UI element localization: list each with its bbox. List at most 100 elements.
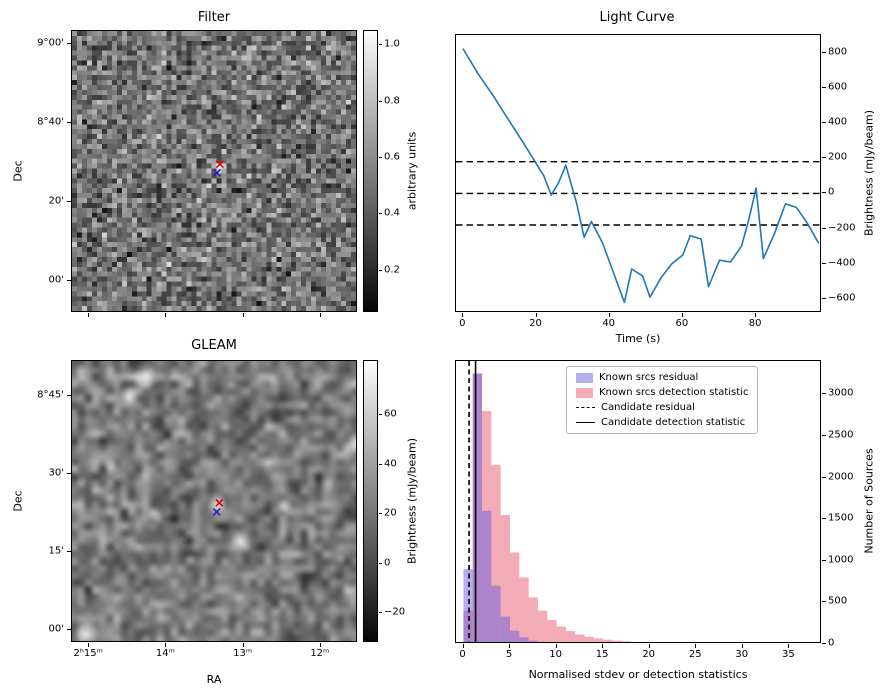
- filter-colorbar-tick-label: 0.2: [384, 264, 400, 276]
- gleam-colorbar-tick-label: 20: [384, 507, 397, 519]
- lightcurve-ytick: [822, 227, 826, 229]
- gleam-ytick-label: 30': [48, 467, 64, 479]
- lightcurve-xtick-label: 40: [602, 318, 616, 329]
- filter-colorbar: [363, 30, 378, 312]
- filter-xtick: [242, 313, 244, 317]
- filter-image-axes: [71, 30, 357, 312]
- histogram-xtick-label: 15: [595, 649, 609, 660]
- filter-xtick: [165, 313, 167, 317]
- histogram-ytick-label: 2500: [828, 429, 854, 441]
- histogram-ytick: [822, 643, 826, 644]
- filter-colorbar-tick: [379, 213, 382, 215]
- legend-swatch-icon: [576, 372, 593, 383]
- lightcurve-ytick: [822, 122, 826, 123]
- histogram-xtick: [555, 644, 557, 648]
- filter-ytick: [67, 121, 71, 123]
- filter-colorbar-tick-label: 0.4: [384, 207, 400, 219]
- gleam-ytick: [67, 473, 71, 475]
- legend-entry-vline-0: Candidate residual: [576, 402, 748, 413]
- histogram-xtick-label: 25: [688, 649, 702, 660]
- histogram-xtick-label: 10: [549, 649, 562, 660]
- histogram-ylabel: Number of Sources: [862, 448, 876, 554]
- histogram-xlabel: Normalised stdev or detection statistics: [528, 668, 748, 681]
- lightcurve-xlabel: Time (s): [615, 332, 661, 345]
- histogram-xtick: [788, 644, 790, 648]
- filter-colorbar-label: arbitrary units: [405, 131, 419, 211]
- gleam-xtick-label: 12ᵐ: [310, 648, 330, 659]
- lightcurve-ytick: [822, 86, 826, 88]
- filter-xtick: [88, 313, 90, 317]
- lightcurve-ytick: [822, 157, 826, 159]
- legend-entry-vline-0-label: Candidate residual: [601, 402, 695, 413]
- histogram-xtick-label: 5: [505, 649, 513, 660]
- filter-noise-image: [72, 31, 356, 311]
- histogram-xtick: [462, 644, 464, 648]
- filter-xtick: [319, 313, 321, 317]
- filter-candidate-markers: [213, 160, 224, 177]
- lightcurve-ytick: [822, 192, 826, 194]
- gleam-ytick-label: 15': [48, 545, 64, 557]
- gleam-colorbar-tick: [379, 513, 382, 515]
- gleam-ytick-label: 8°45': [37, 389, 64, 401]
- histogram-xtick: [648, 644, 650, 648]
- legend-entry-series-1: Known srcs detection statistic: [576, 387, 748, 398]
- histogram-ytick: [822, 476, 826, 478]
- gleam-xtick-label: 13ᵐ: [233, 648, 253, 659]
- gleam-xtick: [242, 643, 244, 647]
- legend-entry-series-1-label: Known srcs detection statistic: [599, 387, 749, 398]
- filter-colorbar-tick: [379, 44, 382, 46]
- lightcurve-ytick-label: 400: [828, 116, 848, 128]
- gleam-ytick: [67, 395, 71, 396]
- filter-ytick: [67, 279, 71, 281]
- histogram-ytick: [822, 434, 826, 436]
- filter-ytick: [67, 200, 71, 202]
- histogram-ytick-label: 3000: [828, 387, 854, 399]
- histogram-xtick: [695, 644, 697, 648]
- gleam-ytick-label: 00': [48, 623, 64, 635]
- legend-line-icon: [576, 407, 595, 408]
- lightcurve-ytick-label: −600: [828, 292, 856, 304]
- gleam-ytick: [67, 551, 71, 553]
- legend-entry-series-0-label: Known srcs residual: [599, 372, 699, 383]
- filter-ytick-label: 00': [48, 274, 64, 286]
- lightcurve-ytick-label: 600: [828, 81, 848, 93]
- histogram-ytick-label: 2000: [828, 471, 854, 482]
- legend-entry-vline-1-label: Candidate detection statistic: [601, 417, 746, 428]
- gleam-colorbar-tick-label: 0: [384, 557, 391, 569]
- gleam-colorbar-tick: [379, 414, 382, 416]
- filter-ylabel: Dec: [11, 160, 25, 182]
- histogram-xtick: [741, 644, 743, 648]
- filter-colorbar-tick: [379, 156, 382, 158]
- lightcurve-title: Light Curve: [599, 10, 675, 25]
- lightcurve-xtick-label: 80: [748, 318, 762, 329]
- lightcurve-xtick: [681, 313, 683, 317]
- histogram-xtick-label: 35: [782, 649, 795, 660]
- lightcurve-axes: [455, 34, 821, 312]
- filter-colorbar-tick-label: 0.6: [384, 151, 400, 163]
- filter-colorbar-tick-label: 0.8: [384, 95, 400, 106]
- legend-swatch-icon: [576, 387, 593, 398]
- gleam-ytick: [67, 629, 71, 631]
- lightcurve-xtick-label: 60: [675, 318, 689, 329]
- gleam-xtick: [165, 643, 167, 647]
- lightcurve-ytick-label: 200: [828, 151, 848, 163]
- histogram-ytick: [822, 518, 826, 520]
- lightcurve-xtick-label: 20: [529, 318, 542, 329]
- filter-colorbar-tick-label: 1.0: [384, 38, 400, 50]
- lightcurve-xtick: [535, 313, 537, 317]
- filter-colorbar-tick: [379, 100, 382, 102]
- gleam-candidate-markers: [212, 498, 224, 516]
- lightcurve-ytick-label: −200: [828, 222, 856, 233]
- lightcurve-ytick: [822, 262, 826, 264]
- gleam-colorbar-tick: [379, 463, 382, 465]
- lightcurve-xtick: [755, 313, 757, 317]
- gleam-xlabel: RA: [206, 673, 222, 686]
- gleam-colorbar-tick-label: 40: [384, 458, 397, 470]
- histogram-xtick-label: 20: [642, 649, 656, 660]
- lightcurve-xtick: [608, 313, 610, 317]
- filter-title: Filter: [197, 10, 231, 25]
- histogram-xtick: [509, 644, 510, 648]
- histogram-axes: [455, 360, 821, 643]
- filter-ytick-label: 20': [48, 195, 64, 207]
